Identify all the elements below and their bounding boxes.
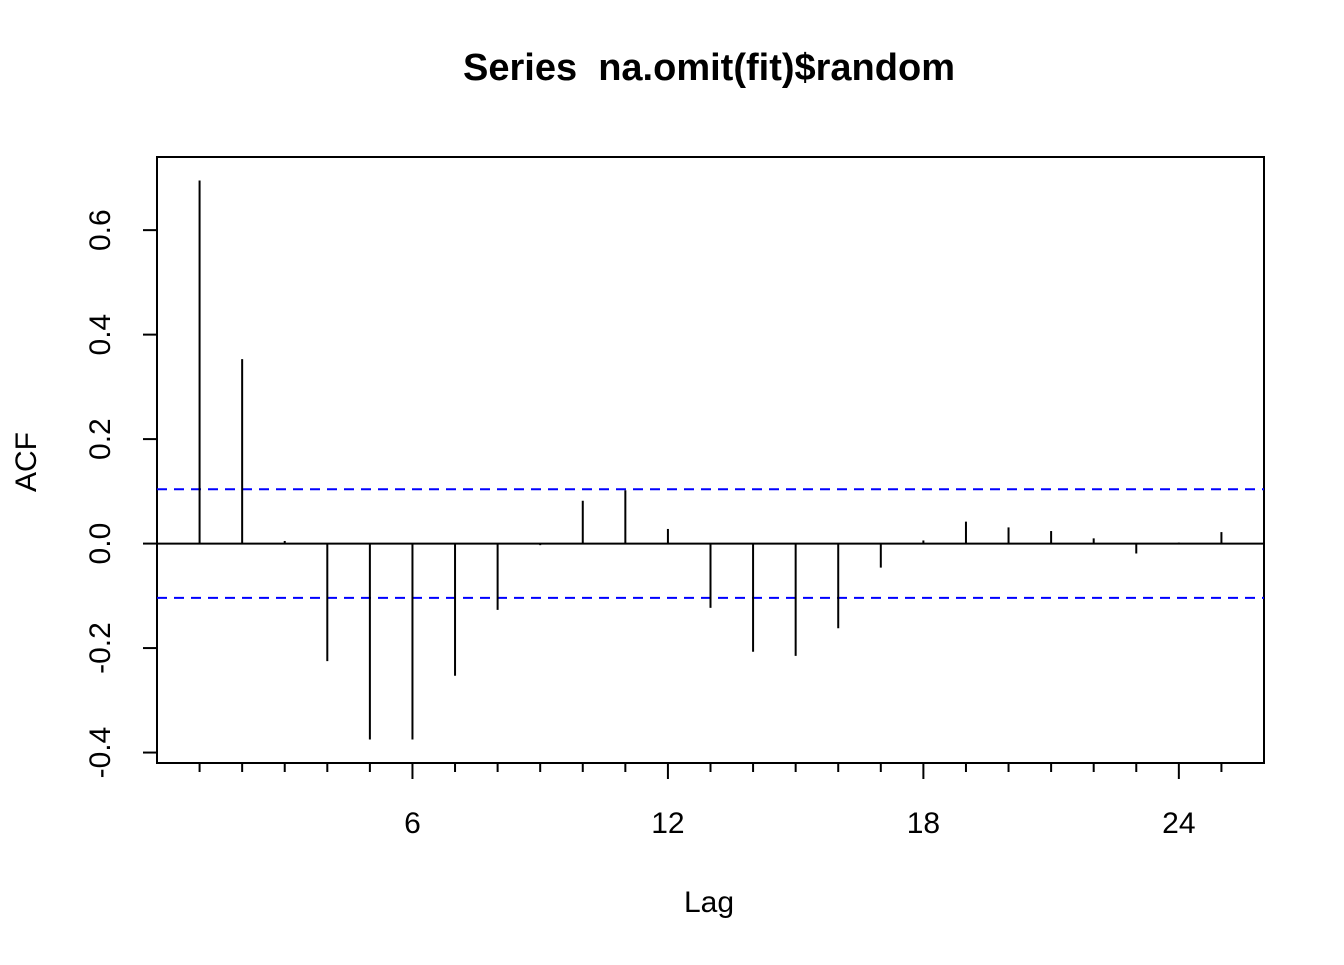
x-tick-label-24: 24 <box>1162 807 1195 840</box>
x-axis-label: Lag <box>684 886 734 919</box>
y-tick-label-0.0: 0.0 <box>84 523 117 565</box>
x-tick-label-18: 18 <box>907 807 940 840</box>
y-tick-label--0.4: -0.4 <box>84 727 117 779</box>
y-tick-label-0.4: 0.4 <box>84 314 117 356</box>
y-tick-label--0.2: -0.2 <box>84 622 117 674</box>
chart-title: Series na.omit(fit)$random <box>463 47 955 89</box>
y-axis-label: ACF <box>10 432 43 492</box>
y-tick-label-0.6: 0.6 <box>84 209 117 251</box>
x-tick-label-6: 6 <box>404 807 421 840</box>
plot-frame <box>156 156 1265 764</box>
y-tick-label-0.2: 0.2 <box>84 418 117 460</box>
x-tick-label-12: 12 <box>651 807 684 840</box>
plot-area: 6 12 18 24 -0.4 -0.2 0.0 0.2 0.4 0.6 <box>84 156 1265 840</box>
